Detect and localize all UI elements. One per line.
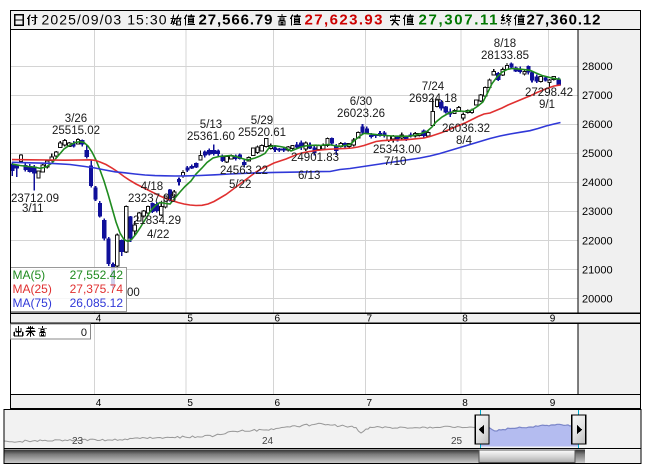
svg-text:25000: 25000 bbox=[582, 148, 613, 160]
svg-text:MA(5): MA(5) bbox=[13, 268, 46, 282]
svg-text:21834.29: 21834.29 bbox=[133, 215, 181, 227]
svg-text:26023.26: 26023.26 bbox=[337, 108, 385, 120]
svg-text:9: 9 bbox=[550, 314, 556, 325]
svg-text:5: 5 bbox=[187, 398, 193, 409]
svg-text:7: 7 bbox=[367, 314, 373, 325]
svg-text:27,566.79: 27,566.79 bbox=[199, 12, 273, 29]
svg-text:20000: 20000 bbox=[582, 293, 613, 305]
svg-text:28133.85: 28133.85 bbox=[481, 50, 529, 62]
svg-text:24000: 24000 bbox=[582, 177, 613, 189]
svg-text:9: 9 bbox=[550, 398, 556, 409]
svg-text:27298.42: 27298.42 bbox=[525, 87, 573, 99]
svg-text:8/4: 8/4 bbox=[456, 135, 473, 147]
svg-text:26036.32: 26036.32 bbox=[442, 123, 490, 135]
svg-text:4: 4 bbox=[96, 314, 102, 325]
svg-text:22000: 22000 bbox=[582, 235, 613, 247]
svg-text:6: 6 bbox=[275, 398, 281, 409]
svg-text:23: 23 bbox=[72, 436, 84, 447]
svg-text:27000: 27000 bbox=[582, 90, 613, 102]
svg-text:5/13: 5/13 bbox=[200, 119, 222, 131]
svg-text:0: 0 bbox=[81, 327, 87, 339]
svg-text:8: 8 bbox=[462, 314, 468, 325]
svg-text:27,375.74: 27,375.74 bbox=[70, 282, 124, 296]
svg-text:9/1: 9/1 bbox=[539, 99, 555, 111]
svg-text:3/26: 3/26 bbox=[65, 113, 87, 125]
svg-text:26,085.12: 26,085.12 bbox=[70, 296, 124, 310]
svg-text:25515.02: 25515.02 bbox=[52, 125, 100, 137]
svg-text:27,552.42: 27,552.42 bbox=[70, 268, 124, 282]
svg-text:7/10: 7/10 bbox=[384, 156, 406, 168]
svg-text:25343.00: 25343.00 bbox=[373, 144, 421, 156]
svg-text:25520.61: 25520.61 bbox=[238, 127, 286, 139]
svg-text:4/18: 4/18 bbox=[141, 181, 163, 193]
svg-text:28000: 28000 bbox=[582, 61, 613, 73]
svg-text:7/24: 7/24 bbox=[422, 81, 445, 93]
svg-text:MA(75): MA(75) bbox=[13, 296, 52, 310]
svg-text:27,360.12: 27,360.12 bbox=[527, 12, 601, 29]
svg-text:8: 8 bbox=[462, 398, 468, 409]
svg-text:25: 25 bbox=[451, 436, 463, 447]
svg-text:23237.98: 23237.98 bbox=[128, 193, 176, 205]
svg-text:3/11: 3/11 bbox=[22, 203, 44, 215]
svg-text:24563.22: 24563.22 bbox=[220, 165, 268, 177]
svg-text:5: 5 bbox=[187, 314, 193, 325]
svg-text:5/22: 5/22 bbox=[229, 179, 251, 191]
svg-text:26000: 26000 bbox=[582, 119, 613, 131]
svg-text:21000: 21000 bbox=[582, 264, 613, 276]
svg-text:26924.18: 26924.18 bbox=[409, 93, 457, 105]
svg-text:6: 6 bbox=[275, 314, 281, 325]
svg-text:8/18: 8/18 bbox=[494, 38, 516, 50]
svg-text:25361.60: 25361.60 bbox=[187, 131, 235, 143]
svg-text:4: 4 bbox=[96, 398, 102, 409]
svg-text:23000: 23000 bbox=[582, 206, 613, 218]
svg-text:6/13: 6/13 bbox=[298, 170, 320, 182]
svg-text:2025/09/03 15:30: 2025/09/03 15:30 bbox=[42, 12, 167, 28]
svg-text:27,623.93: 27,623.93 bbox=[305, 12, 383, 29]
svg-text:27,307.11: 27,307.11 bbox=[419, 12, 498, 29]
svg-text:24: 24 bbox=[262, 436, 274, 447]
svg-text:7: 7 bbox=[367, 398, 373, 409]
svg-text:4/22: 4/22 bbox=[147, 229, 169, 241]
svg-text:MA(25): MA(25) bbox=[13, 282, 52, 296]
svg-text:00: 00 bbox=[127, 287, 140, 299]
svg-text:23712.09: 23712.09 bbox=[11, 193, 59, 205]
svg-text:5/29: 5/29 bbox=[251, 115, 273, 127]
svg-text:24901.83: 24901.83 bbox=[291, 152, 339, 164]
svg-text:6/30: 6/30 bbox=[350, 96, 372, 108]
